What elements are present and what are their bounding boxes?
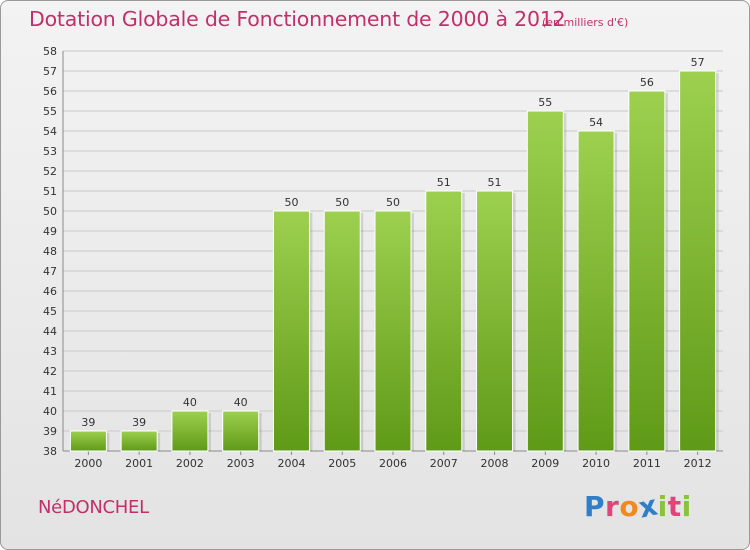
y-tick-label: 42 — [43, 365, 57, 378]
x-tick-label: 2000 — [74, 457, 102, 470]
x-tick-label: 2002 — [176, 457, 204, 470]
x-tick-label: 2007 — [430, 457, 458, 470]
bar-value-label: 39 — [81, 416, 95, 429]
logo-letter: r — [605, 490, 620, 523]
x-tick-label: 2003 — [227, 457, 255, 470]
value-labels: 39 39 40 40 50 50 50 51 51 55 54 56 57 — [81, 56, 704, 429]
axis: 38 39 40 41 42 43 44 45 46 47 48 49 50 51 52 53 54 55 56 57… — [43, 45, 723, 470]
bar-value-label: 55 — [538, 96, 552, 109]
bar — [526, 110, 564, 452]
y-tick-label: 41 — [43, 385, 57, 398]
bar-value-label: 51 — [488, 176, 502, 189]
x-tick-label: 2009 — [531, 457, 559, 470]
x-tick-label: 2011 — [633, 457, 661, 470]
y-tick-label: 57 — [43, 65, 57, 78]
x-tick-label: 2004 — [277, 457, 305, 470]
chart-units: (en milliers d'€) — [542, 16, 629, 29]
y-tick-label: 51 — [43, 185, 57, 198]
x-tick-label: 2005 — [328, 457, 356, 470]
x-tick-label: 2001 — [125, 457, 153, 470]
bar — [120, 430, 158, 452]
bar-value-label: 56 — [640, 76, 654, 89]
bar — [374, 210, 412, 452]
y-tick-label: 58 — [43, 45, 57, 58]
x-tick-label: 2012 — [684, 457, 712, 470]
y-tick-label: 47 — [43, 265, 57, 278]
bar-value-label: 57 — [691, 56, 705, 69]
logo-letter: o — [619, 490, 640, 523]
bar — [222, 410, 260, 452]
bar — [425, 190, 463, 452]
y-tick-label: 39 — [43, 425, 57, 438]
logo-letter: i — [681, 490, 692, 523]
bar — [476, 190, 514, 452]
y-tick-label: 54 — [43, 125, 57, 138]
bar — [272, 210, 310, 452]
x-tick-label: 2010 — [582, 457, 610, 470]
x-tick-label: 2006 — [379, 457, 407, 470]
y-tick-label: 50 — [43, 205, 57, 218]
bar — [323, 210, 361, 452]
y-tick-label: 44 — [43, 325, 57, 338]
bar — [577, 130, 615, 452]
y-tick-label: 46 — [43, 285, 57, 298]
logo-letter: P — [584, 490, 606, 523]
proxiti-logo: Proxiti — [584, 488, 692, 524]
x-tick-label: 2008 — [481, 457, 509, 470]
y-tick-label: 40 — [43, 405, 57, 418]
y-tick-label: 55 — [43, 105, 57, 118]
y-tick-label: 52 — [43, 165, 57, 178]
logo-letter: t — [667, 490, 682, 523]
bar-value-label: 50 — [284, 196, 298, 209]
bar — [171, 410, 209, 452]
y-tick-label: 45 — [43, 305, 57, 318]
bar-value-label: 50 — [386, 196, 400, 209]
bar-value-label: 51 — [437, 176, 451, 189]
logo-letter: i — [657, 490, 668, 523]
y-tick-label: 43 — [43, 345, 57, 358]
commune-name: NéDONCHEL — [38, 497, 149, 518]
y-tick-label: 38 — [43, 445, 57, 458]
y-tick-label: 53 — [43, 145, 57, 158]
y-tick-label: 56 — [43, 85, 57, 98]
bar — [628, 90, 666, 452]
bar-value-label: 39 — [132, 416, 146, 429]
bar — [69, 430, 107, 452]
bars — [69, 70, 719, 452]
bar-value-label: 40 — [234, 396, 248, 409]
y-tick-label: 48 — [43, 245, 57, 258]
bar-value-label: 40 — [183, 396, 197, 409]
bar — [679, 70, 717, 452]
chart-title: Dotation Globale de Fonctionnement de 20… — [29, 7, 566, 31]
y-tick-label: 49 — [43, 225, 57, 238]
bar-value-label: 50 — [335, 196, 349, 209]
bar-value-label: 54 — [589, 116, 603, 129]
